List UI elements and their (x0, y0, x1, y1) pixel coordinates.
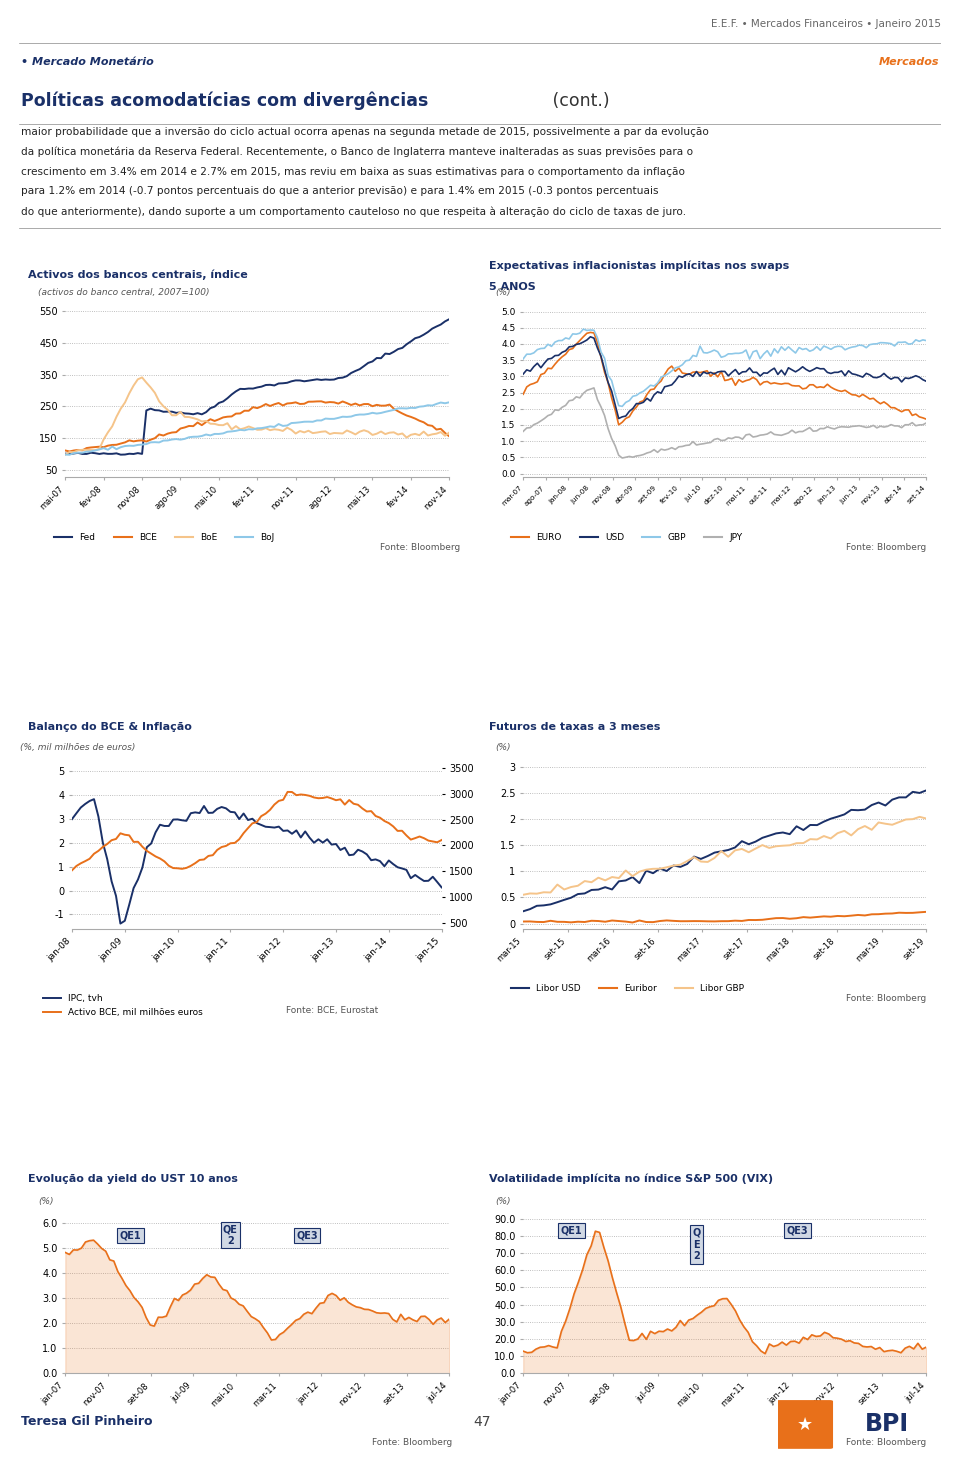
Text: Mercados: Mercados (878, 57, 939, 67)
Text: QE1: QE1 (120, 1231, 141, 1241)
Text: Políticas acomodatícias com divergências: Políticas acomodatícias com divergências (21, 92, 428, 109)
Legend: IPC, tvh, Activo BCE, mil milhões euros: IPC, tvh, Activo BCE, mil milhões euros (39, 991, 206, 1021)
Text: 47: 47 (473, 1414, 491, 1429)
Text: Fonte: Bloomberg: Fonte: Bloomberg (846, 544, 926, 553)
Text: Fonte: Bloomberg: Fonte: Bloomberg (380, 544, 461, 553)
Text: QE1: QE1 (561, 1226, 583, 1236)
Text: (%, mil milhões de euros): (%, mil milhões de euros) (20, 742, 135, 752)
Text: (%): (%) (495, 287, 511, 297)
Text: (cont.): (cont.) (547, 92, 610, 109)
Text: para 1.2% em 2014 (-0.7 pontos percentuais do que a anterior previsão) e para 1.: para 1.2% em 2014 (-0.7 pontos percentua… (21, 187, 659, 197)
Text: QE
2: QE 2 (223, 1225, 238, 1247)
Text: Volatilidade implícita no índice S&P 500 (VIX): Volatilidade implícita no índice S&P 500… (489, 1174, 773, 1184)
Legend: Libor USD, Euribor, Libor GBP: Libor USD, Euribor, Libor GBP (508, 980, 748, 996)
Text: Teresa Gil Pinheiro: Teresa Gil Pinheiro (21, 1416, 153, 1427)
Text: maior probabilidade que a inversão do ciclo actual ocorra apenas na segunda meta: maior probabilidade que a inversão do ci… (21, 127, 709, 137)
Text: da política monetária da Reserva Federal. Recentemente, o Banco de Inglaterra ma: da política monetária da Reserva Federal… (21, 147, 693, 157)
Text: (%): (%) (38, 1197, 54, 1206)
Text: Fonte: Bloomberg: Fonte: Bloomberg (372, 1438, 453, 1448)
Text: (activos do banco central, 2007=100): (activos do banco central, 2007=100) (38, 287, 210, 297)
Text: crescimento em 3.4% em 2014 e 2.7% em 2015, mas reviu em baixa as suas estimativ: crescimento em 3.4% em 2014 e 2.7% em 20… (21, 166, 685, 176)
Text: Balanço do BCE & Inflação: Balanço do BCE & Inflação (28, 722, 192, 732)
Text: Q
E
2: Q E 2 (692, 1228, 701, 1261)
Text: do que anteriormente), dando suporte a um comportamento cauteloso no que respeit: do que anteriormente), dando suporte a u… (21, 206, 686, 217)
Text: • Mercado Monetário: • Mercado Monetário (21, 57, 154, 67)
Text: ★: ★ (797, 1416, 812, 1433)
Text: (%): (%) (495, 742, 511, 752)
Text: (%): (%) (495, 1197, 511, 1206)
Text: Futuros de taxas a 3 meses: Futuros de taxas a 3 meses (489, 722, 660, 732)
Text: Evolução da yield do UST 10 anos: Evolução da yield do UST 10 anos (28, 1174, 237, 1184)
Text: E.E.F. • Mercados Financeiros • Janeiro 2015: E.E.F. • Mercados Financeiros • Janeiro … (710, 19, 941, 29)
Text: Fonte: BCE, Eurostat: Fonte: BCE, Eurostat (286, 1006, 378, 1015)
Text: Expectativas inflacionistas implícitas nos swaps: Expectativas inflacionistas implícitas n… (489, 261, 789, 271)
Legend: Fed, BCE, BoE, BoJ: Fed, BCE, BoE, BoJ (51, 529, 278, 545)
FancyBboxPatch shape (776, 1400, 833, 1449)
Text: 5 ANOS: 5 ANOS (489, 283, 536, 293)
Text: BPI: BPI (865, 1413, 909, 1436)
Text: Fonte: Bloomberg: Fonte: Bloomberg (846, 994, 926, 1003)
Text: QE3: QE3 (786, 1226, 808, 1236)
Text: QE3: QE3 (297, 1231, 318, 1241)
Legend: EURO, USD, GBP, JPY: EURO, USD, GBP, JPY (508, 529, 746, 545)
Text: Activos dos bancos centrais, índice: Activos dos bancos centrais, índice (28, 270, 248, 280)
Text: Fonte: Bloomberg: Fonte: Bloomberg (846, 1438, 926, 1448)
